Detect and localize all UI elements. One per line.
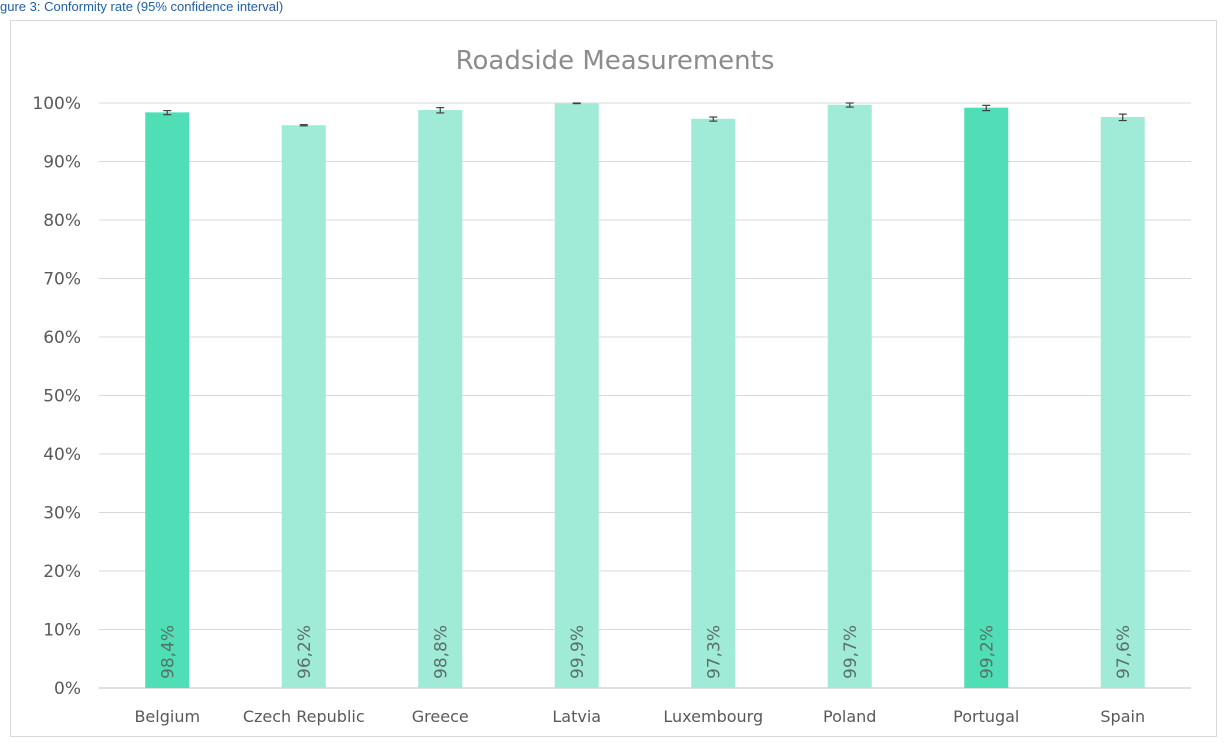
y-tick-label: 30% — [43, 504, 81, 524]
y-tick-label: 0% — [54, 679, 81, 699]
data-label: 98,4% — [158, 625, 178, 679]
bar — [1100, 117, 1145, 689]
y-tick-label: 10% — [43, 621, 81, 641]
x-tick-label: Greece — [412, 707, 469, 726]
y-tick-label: 100% — [32, 94, 81, 114]
data-label: 96,2% — [295, 625, 315, 679]
bar — [691, 118, 736, 689]
x-tick-label: Belgium — [134, 707, 200, 726]
data-label: 99,7% — [841, 625, 861, 679]
data-label: 99,2% — [977, 625, 997, 679]
y-tick-label: 20% — [43, 562, 81, 582]
data-label: 97,6% — [1114, 625, 1134, 679]
y-tick-label: 90% — [43, 153, 81, 173]
error-bars — [163, 102, 1127, 127]
bar — [418, 110, 463, 688]
x-tick-label: Spain — [1100, 707, 1145, 726]
data-label: 99,9% — [568, 625, 588, 679]
bar — [281, 125, 326, 689]
data-label: 97,3% — [704, 625, 724, 679]
bar — [145, 112, 190, 689]
chart-title: Roadside Measurements — [456, 46, 775, 76]
gridlines — [99, 102, 1191, 689]
bar — [554, 103, 599, 688]
bars — [145, 103, 1145, 689]
y-tick-label: 50% — [43, 387, 81, 407]
x-tick-label: Poland — [823, 707, 876, 726]
bar-chart: Roadside Measurements 0% 10% 20% 30% 40% 50% 6… — [32, 46, 1191, 726]
data-label: 98,8% — [431, 625, 451, 679]
y-tick-label: 80% — [43, 211, 81, 231]
x-tick-label: Portugal — [953, 707, 1019, 726]
figure-caption: gure 3: Conformity rate (95% confidence … — [0, 0, 284, 14]
y-tick-label: 70% — [43, 270, 81, 290]
chart-frame: Roadside Measurements 0% 10% 20% 30% 40% 50% 6… — [10, 20, 1217, 737]
y-tick-label: 60% — [43, 328, 81, 348]
x-tick-label: Czech Republic — [243, 707, 365, 726]
x-tick-label: Luxembourg — [663, 707, 763, 726]
bar — [964, 107, 1009, 689]
y-tick-label: 40% — [43, 445, 81, 465]
data-labels: 98,4% 96,2% 98,8% 99,9% 97,3% 99,7% 99,2% 97,6% — [158, 625, 1134, 679]
x-axis: Belgium Czech Republic Greece Latvia Luxembo… — [134, 707, 1145, 726]
y-axis: 0% 10% 20% 30% 40% 50% 60% 70% 80% 90% 100% — [32, 94, 81, 699]
bar — [827, 104, 872, 688]
x-tick-label: Latvia — [552, 707, 601, 726]
